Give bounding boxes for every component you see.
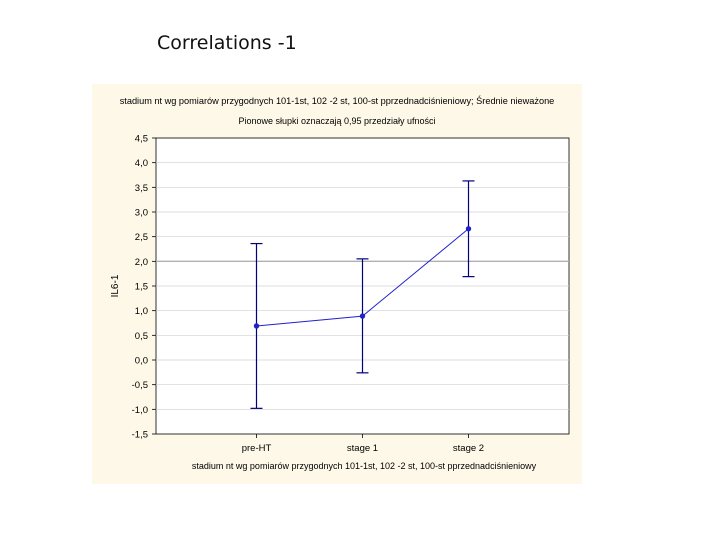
x-tick-label: stage 2: [453, 443, 484, 454]
x-axis-label: stadium nt wg pomiarów przygodnych 101-1…: [192, 461, 537, 471]
y-tick-label: -1,0: [132, 405, 148, 416]
ci-line-chart: stadium nt wg pomiarów przygodnych 101-1…: [110, 95, 570, 471]
y-axis-ticks: 4,5 4,0 3,5 3,0 2,5 2,0 1,5 1,0 0,5 0,0 -0,5 -1,0 -1…: [132, 134, 156, 441]
chart-panel: stadium nt wg pomiarów przygodnych 101-1…: [92, 84, 582, 484]
y-tick-label: -1,5: [132, 430, 148, 441]
y-axis-label: IL6-1: [110, 274, 121, 297]
y-tick-label: 2,5: [135, 232, 148, 243]
y-tick-label: 3,5: [135, 183, 148, 194]
x-axis-ticks: pre-HT stage 1 stage 2: [242, 434, 484, 454]
y-tick-label: -0,5: [132, 380, 148, 391]
y-tick-label: 0,0: [135, 356, 148, 367]
chart-title: stadium nt wg pomiarów przygodnych 101-1…: [120, 95, 555, 106]
data-point: [253, 323, 260, 329]
y-tick-label: 2,0: [135, 257, 148, 268]
data-point: [359, 313, 366, 319]
y-tick-label: 3,0: [135, 208, 148, 219]
y-tick-label: 4,5: [135, 134, 148, 145]
y-tick-label: 1,0: [135, 306, 148, 317]
series: [253, 226, 472, 329]
x-tick-label: pre-HT: [242, 443, 272, 454]
chart-subtitle: Pionowe słupki oznaczają 0,95 przedziały…: [238, 116, 435, 126]
data-point: [465, 226, 472, 232]
slide-title: Correlations -1: [157, 32, 297, 54]
y-tick-label: 4,0: [135, 158, 148, 169]
y-tick-label: 1,5: [135, 282, 148, 293]
x-tick-label: stage 1: [347, 443, 378, 454]
y-tick-label: 0,5: [135, 331, 148, 342]
